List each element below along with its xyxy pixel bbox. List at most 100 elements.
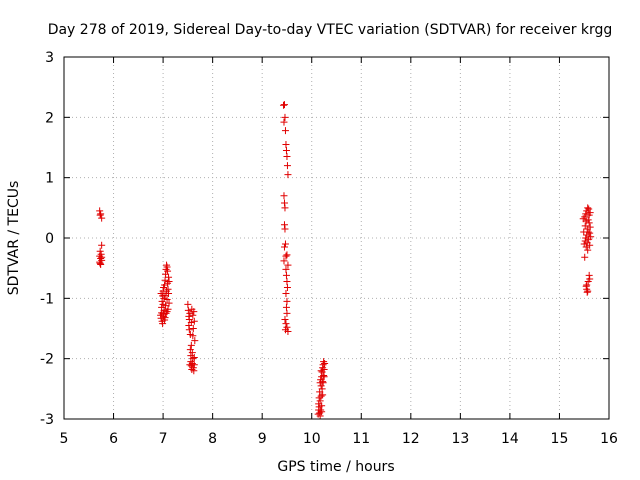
- data-point-plus-marker: [191, 337, 199, 345]
- y-tick-label: -2: [40, 352, 54, 368]
- data-point-plus-marker: [318, 385, 326, 393]
- data-point-plus-marker: [281, 225, 289, 233]
- data-point-plus-marker: [280, 192, 288, 200]
- data-point-plus-marker: [282, 140, 290, 148]
- data-point-plus-marker: [190, 353, 198, 361]
- y-tick-label: -3: [40, 412, 54, 428]
- data-point-plus-marker: [281, 240, 289, 248]
- x-tick-label: 14: [501, 431, 519, 447]
- x-tick-label: 15: [551, 431, 569, 447]
- data-point-plus-marker: [161, 291, 169, 299]
- data-point-plus-marker: [321, 359, 329, 367]
- data-point-plus-marker: [161, 314, 169, 322]
- data-point-plus-marker: [583, 225, 591, 233]
- data-point-plus-marker: [283, 309, 291, 317]
- data-point-plus-marker: [282, 290, 290, 298]
- data-point-plus-marker: [318, 402, 326, 410]
- data-point-plus-marker: [582, 243, 590, 251]
- y-axis-label: SDTVAR / TECUs: [6, 181, 22, 296]
- data-point-plus-marker: [160, 294, 168, 302]
- y-tick-label: -1: [40, 291, 54, 307]
- data-point-plus-marker: [320, 366, 328, 374]
- data-point-plus-marker: [318, 408, 326, 416]
- x-axis-label: GPS time / hours: [277, 459, 394, 475]
- x-tick-label: 7: [159, 431, 168, 447]
- y-tick-label: 3: [45, 50, 54, 66]
- data-point-plus-marker: [281, 315, 289, 323]
- data-point-plus-marker: [281, 326, 289, 334]
- grid-lines: [64, 57, 609, 419]
- data-point-plus-marker: [189, 325, 197, 332]
- data-point-plus-marker: [189, 355, 197, 363]
- data-point-plus-marker: [190, 317, 198, 325]
- y-tick-label: 1: [45, 171, 54, 187]
- data-point-plus-marker: [584, 216, 592, 224]
- data-point-plus-marker: [282, 265, 290, 273]
- x-tick-label: 12: [402, 431, 420, 447]
- data-point-plus-marker: [187, 341, 195, 349]
- data-point-plus-marker: [165, 299, 173, 307]
- data-point-plus-marker: [317, 406, 325, 414]
- data-point-plus-marker: [283, 297, 291, 305]
- data-point-plus-marker: [583, 231, 591, 239]
- data-point-plus-marker: [165, 277, 173, 285]
- data-point-plus-marker: [96, 211, 104, 219]
- data-point-plus-marker: [584, 228, 592, 236]
- data-point-plus-marker: [164, 279, 172, 287]
- data-point-plus-marker: [189, 311, 197, 319]
- data-point-plus-marker: [586, 241, 594, 249]
- x-tick-label: 9: [258, 431, 267, 447]
- data-point-plus-marker: [283, 283, 291, 291]
- data-point-plus-marker: [184, 300, 192, 308]
- data-point-plus-marker: [162, 309, 170, 317]
- x-tick-label: 13: [451, 431, 469, 447]
- x-tick-label: 16: [600, 431, 618, 447]
- data-point-plus-marker: [163, 296, 171, 304]
- data-point-plus-marker: [98, 214, 106, 222]
- data-point-plus-marker: [186, 309, 194, 317]
- data-point-plus-marker: [190, 367, 198, 375]
- data-point-plus-marker: [283, 153, 291, 161]
- data-point-plus-marker: [188, 349, 196, 357]
- data-point-plus-marker: [98, 253, 106, 261]
- data-point-plus-marker: [280, 101, 288, 109]
- x-tick-label: 8: [208, 431, 217, 447]
- data-point-plus-marker: [582, 210, 590, 218]
- y-tick-label: 2: [45, 110, 54, 126]
- data-point-plus-marker: [284, 261, 292, 269]
- data-point-plus-marker: [283, 251, 291, 259]
- data-point-plus-marker: [98, 241, 106, 249]
- data-point-plus-marker: [316, 412, 324, 420]
- data-point-plus-marker: [282, 303, 290, 311]
- data-point-plus-marker: [283, 162, 291, 170]
- data-point-plus-marker: [280, 257, 288, 265]
- data-point-plus-marker: [284, 171, 292, 179]
- x-tick-label: 6: [109, 431, 118, 447]
- data-point-plus-marker: [157, 290, 165, 298]
- data-point-plus-marker: [319, 391, 327, 399]
- data-point-plus-marker: [282, 147, 290, 155]
- data-point-plus-marker: [187, 318, 195, 326]
- data-point-plus-marker: [581, 253, 589, 261]
- data-point-plus-marker: [165, 290, 173, 298]
- data-point-plus-marker: [585, 219, 593, 227]
- data-point-plus-marker: [164, 267, 172, 275]
- data-point-plus-marker: [316, 397, 324, 405]
- data-point-plus-marker: [319, 378, 327, 386]
- data-point-plus-marker: [282, 271, 290, 279]
- data-point-plus-marker: [159, 310, 167, 318]
- data-point-plus-marker: [281, 204, 289, 212]
- data-point-plus-marker: [584, 287, 592, 295]
- data-point-plus-marker: [584, 246, 592, 254]
- data-point-plus-marker: [587, 233, 595, 241]
- data-point-plus-marker: [190, 361, 198, 369]
- data-point-plus-marker: [586, 223, 594, 231]
- data-point-plus-marker: [189, 332, 197, 340]
- data-point-plus-marker: [583, 281, 591, 289]
- data-point-plus-marker: [586, 209, 594, 217]
- x-tick-label: 10: [303, 431, 321, 447]
- data-point-plus-marker: [581, 213, 589, 221]
- data-points: [96, 101, 595, 420]
